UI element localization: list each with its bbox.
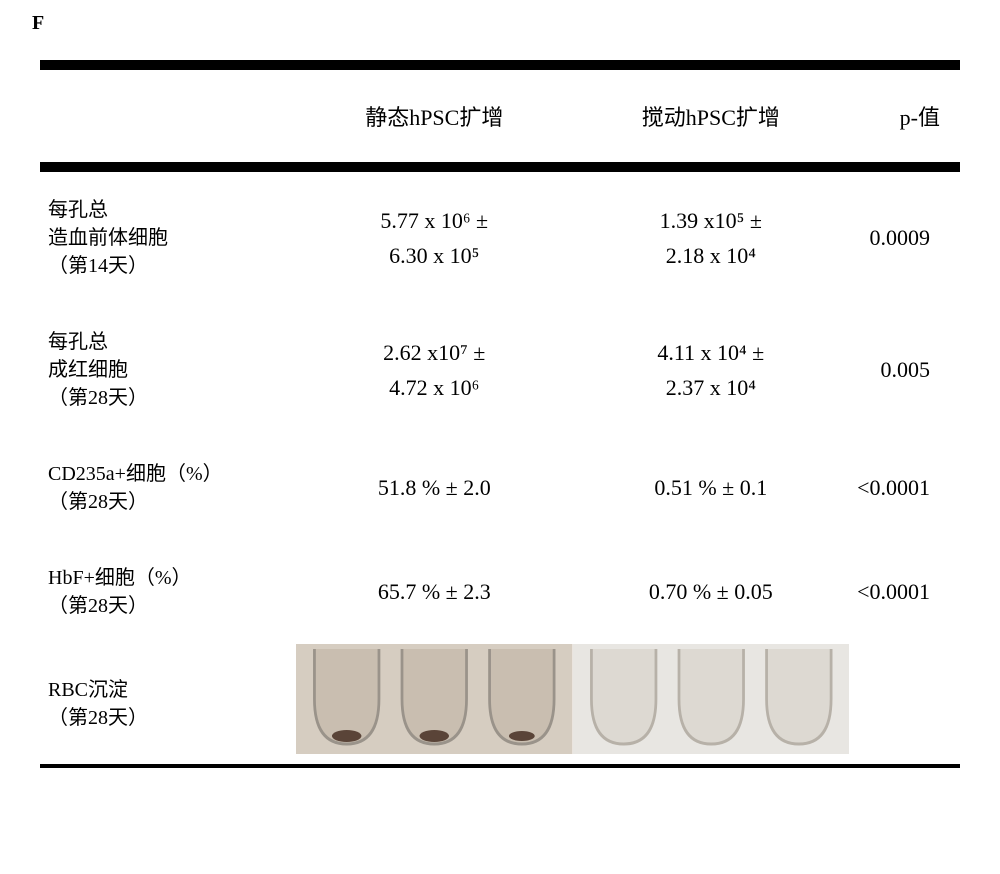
row-label: （第28天）	[48, 707, 148, 729]
cell-value: 2.62 x10⁷ ±	[383, 340, 485, 365]
table-row: HbF+细胞（%） （第28天） 65.7 % ± 2.3 0.70 % ± 0…	[40, 540, 960, 644]
cell-value: 0.51 % ± 0.1	[573, 436, 850, 540]
data-table-wrap: 静态hPSC扩增 搅动hPSC扩增 p-值 每孔总 造血前体细胞 （第14天） …	[40, 60, 960, 768]
table-row: 每孔总 造血前体细胞 （第14天） 5.77 x 10⁶ ± 6.30 x 10…	[40, 167, 960, 304]
cell-value: 1.39 x10⁵ ±	[660, 208, 762, 233]
row-label: HbF+细胞（%）	[48, 567, 192, 589]
cell-value: 6.30 x 10⁵	[389, 243, 479, 268]
p-value: 0.005	[849, 304, 960, 436]
col-header-pvalue: p-值	[849, 65, 960, 167]
cell-value: 2.18 x 10⁴	[666, 243, 756, 268]
row-label: （第28天）	[48, 595, 148, 617]
row-label: CD235a+细胞（%）	[48, 463, 223, 485]
row-label: （第14天）	[48, 255, 148, 277]
table-row: CD235a+细胞（%） （第28天） 51.8 % ± 2.0 0.51 % …	[40, 436, 960, 540]
row-label: 每孔总	[48, 199, 108, 221]
results-table: 静态hPSC扩增 搅动hPSC扩增 p-值 每孔总 造血前体细胞 （第14天） …	[40, 60, 960, 768]
cell-value: 4.11 x 10⁴ ±	[657, 340, 764, 365]
cell-value: 0.70 % ± 0.05	[573, 540, 850, 644]
p-value: <0.0001	[849, 436, 960, 540]
table-row: 每孔总 成红细胞 （第28天） 2.62 x10⁷ ± 4.72 x 10⁶ 4…	[40, 304, 960, 436]
row-label: RBC沉淀	[48, 679, 128, 701]
row-label: 造血前体细胞	[48, 227, 168, 249]
table-row-pellet: RBC沉淀 （第28天）	[40, 644, 960, 764]
panel-label: F	[32, 12, 44, 35]
tube-image-static	[296, 644, 573, 764]
cell-value: 2.37 x 10⁴	[666, 375, 756, 400]
cell-value: 4.72 x 10⁶	[389, 375, 479, 400]
col-header-blank	[40, 65, 296, 167]
col-header-agitated: 搅动hPSC扩增	[573, 65, 850, 167]
p-value: 0.0009	[849, 167, 960, 304]
tube-image-agitated	[573, 644, 850, 764]
cell-value: 65.7 % ± 2.3	[296, 540, 573, 644]
row-label: （第28天）	[48, 387, 148, 409]
p-value: <0.0001	[849, 540, 960, 644]
cell-value: 5.77 x 10⁶ ±	[380, 208, 488, 233]
row-label: （第28天）	[48, 491, 148, 513]
cell-value: 51.8 % ± 2.0	[296, 436, 573, 540]
col-header-static: 静态hPSC扩增	[296, 65, 573, 167]
row-label: 每孔总	[48, 331, 108, 353]
row-label: 成红细胞	[48, 359, 128, 381]
